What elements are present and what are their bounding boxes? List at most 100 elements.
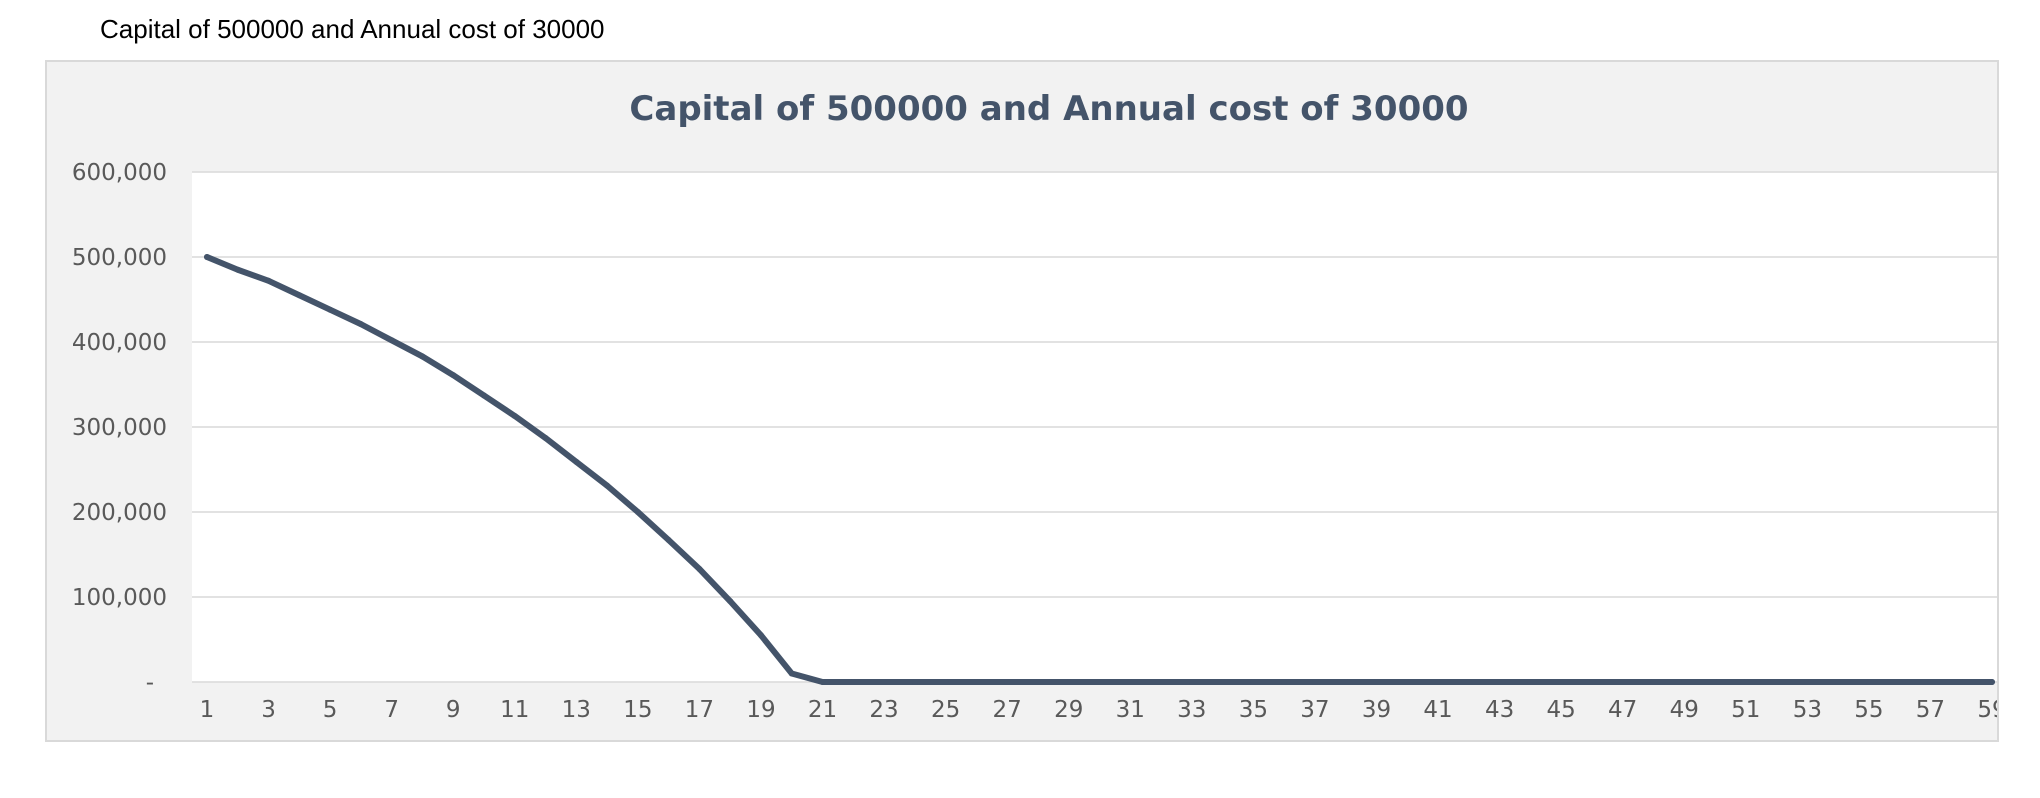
x-tick-label: 29	[1054, 697, 1083, 723]
data-point	[973, 679, 980, 685]
x-tick-label: 33	[1177, 697, 1206, 723]
data-point	[1742, 679, 1749, 685]
y-tick-label: 400,000	[72, 330, 167, 356]
data-point	[881, 679, 888, 685]
data-point	[1281, 679, 1288, 685]
x-tick-label: 11	[500, 697, 529, 723]
data-point	[665, 537, 672, 544]
data-point	[1896, 679, 1903, 685]
data-point	[1034, 679, 1041, 685]
data-point	[511, 412, 518, 419]
x-tick-label: 53	[1793, 697, 1822, 723]
y-axis-tick-labels: - 100,000 200,000 300,000 400,000 500,000 600,…	[72, 160, 167, 696]
x-tick-label: 45	[1546, 697, 1575, 723]
data-point	[1158, 679, 1165, 685]
data-point	[1712, 679, 1719, 685]
x-tick-label: 47	[1608, 697, 1637, 723]
data-point	[911, 679, 918, 685]
x-tick-label: 17	[685, 697, 714, 723]
data-point	[1558, 679, 1565, 685]
data-point	[1465, 679, 1472, 685]
data-point	[850, 679, 857, 685]
x-tick-label: 25	[931, 697, 960, 723]
y-tick-label: 600,000	[72, 160, 167, 186]
x-tick-label: 59	[1977, 697, 1997, 723]
sheet-label: Capital of 500000 and Annual cost of 300…	[100, 14, 605, 44]
data-point	[1958, 679, 1965, 685]
x-tick-label: 39	[1362, 697, 1391, 723]
data-point	[1989, 679, 1995, 685]
data-point	[1588, 679, 1595, 685]
x-tick-label: 15	[623, 697, 652, 723]
data-point	[1342, 679, 1349, 685]
data-point	[1127, 679, 1134, 685]
data-point	[388, 337, 395, 344]
data-point	[1004, 679, 1011, 685]
data-point	[480, 392, 487, 399]
line-chart: - 100,000 200,000 300,000 400,000 500,000 600,…	[72, 89, 1997, 723]
data-point	[1065, 679, 1072, 685]
x-tick-label: 1	[200, 697, 215, 723]
x-tick-label: 21	[808, 697, 837, 723]
x-tick-label: 41	[1423, 697, 1452, 723]
data-point	[234, 266, 241, 273]
data-point	[634, 509, 641, 515]
data-point	[1835, 679, 1842, 685]
data-point	[727, 598, 734, 605]
y-tick-label: 500,000	[72, 245, 167, 271]
data-point	[1773, 679, 1780, 685]
y-tick-label: 300,000	[72, 415, 167, 441]
y-tick-label: 100,000	[72, 585, 167, 611]
x-tick-label: 43	[1485, 697, 1514, 723]
data-point	[1927, 679, 1934, 685]
chart-title: Capital of 500000 and Annual cost of 300…	[629, 89, 1468, 129]
data-point	[204, 254, 210, 260]
x-tick-label: 27	[993, 697, 1022, 723]
data-point	[942, 679, 949, 685]
y-tick-label: -	[146, 670, 154, 696]
data-point	[1404, 679, 1411, 685]
x-tick-label: 37	[1300, 697, 1329, 723]
x-tick-label: 13	[562, 697, 591, 723]
data-point	[696, 565, 703, 572]
x-tick-label: 49	[1670, 697, 1699, 723]
data-point	[1804, 679, 1811, 685]
data-point	[327, 306, 334, 313]
data-point	[1096, 679, 1103, 685]
x-tick-label: 31	[1116, 697, 1145, 723]
y-tick-label: 200,000	[72, 500, 167, 526]
x-tick-label: 7	[384, 697, 399, 723]
x-tick-label: 57	[1916, 697, 1945, 723]
x-tick-label: 51	[1731, 697, 1760, 723]
data-point	[1311, 679, 1318, 685]
data-points	[204, 254, 1995, 685]
x-tick-label: 23	[869, 697, 898, 723]
data-point	[1650, 679, 1657, 685]
data-point	[1373, 679, 1380, 685]
data-point	[265, 277, 272, 284]
x-tick-label: 3	[261, 697, 276, 723]
data-point	[296, 292, 303, 299]
data-point	[604, 482, 611, 489]
x-tick-label: 19	[746, 697, 775, 723]
data-point	[788, 670, 795, 677]
data-point	[573, 458, 580, 465]
x-tick-label: 35	[1239, 697, 1268, 723]
data-point	[1681, 679, 1688, 685]
data-point	[1219, 679, 1226, 685]
data-point	[1527, 679, 1534, 685]
data-point	[1188, 679, 1195, 685]
data-point	[819, 679, 826, 685]
data-point	[542, 435, 549, 442]
chart-area[interactable]: - 100,000 200,000 300,000 400,000 500,000 600,…	[45, 60, 1999, 742]
x-tick-label: 5	[323, 697, 338, 723]
gridlines	[192, 171, 1997, 683]
data-point	[419, 353, 426, 360]
data-point	[450, 372, 457, 379]
data-point	[1435, 679, 1442, 685]
data-point	[1865, 679, 1872, 685]
x-tick-label: 55	[1854, 697, 1883, 723]
x-tick-label: 9	[446, 697, 461, 723]
data-point	[1496, 679, 1503, 685]
data-point	[1619, 679, 1626, 685]
